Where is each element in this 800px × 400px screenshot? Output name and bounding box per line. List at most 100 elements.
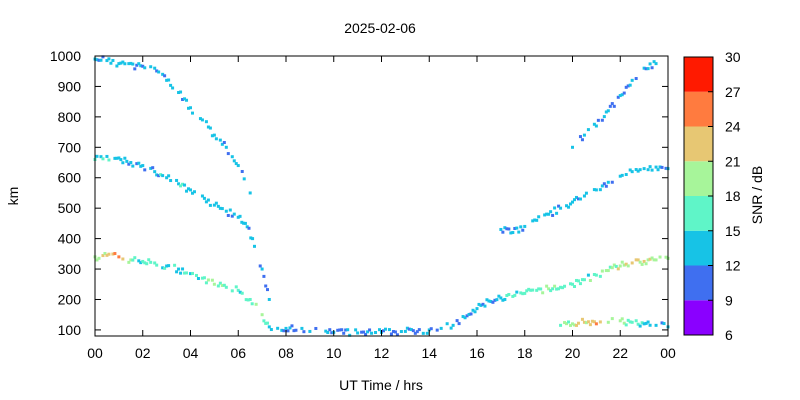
data-point xyxy=(616,267,620,271)
data-point xyxy=(608,265,612,269)
data-point xyxy=(202,196,206,200)
data-point xyxy=(515,290,519,294)
data-point xyxy=(503,226,507,230)
data-point xyxy=(216,204,220,208)
data-point xyxy=(234,285,238,289)
data-point xyxy=(481,302,485,306)
data-point xyxy=(264,321,268,325)
data-point xyxy=(99,155,103,159)
data-point xyxy=(137,161,141,165)
data-point xyxy=(565,322,569,326)
data-point xyxy=(190,191,194,195)
data-point xyxy=(648,323,652,327)
data-point xyxy=(405,326,409,330)
y-tick-label: 200 xyxy=(58,291,82,307)
data-point xyxy=(218,206,222,210)
data-point xyxy=(175,178,179,182)
data-point xyxy=(236,288,240,292)
data-point xyxy=(294,328,298,332)
data-point xyxy=(517,230,521,234)
data-point xyxy=(314,326,318,330)
data-point xyxy=(107,158,111,162)
data-point xyxy=(646,258,650,262)
data-point xyxy=(344,328,348,332)
data-point xyxy=(238,290,242,294)
data-point xyxy=(210,134,214,138)
data-point xyxy=(210,278,214,282)
data-point xyxy=(628,83,632,87)
data-point xyxy=(569,323,573,327)
data-point xyxy=(501,298,505,302)
data-point xyxy=(610,317,614,321)
data-point xyxy=(250,302,254,306)
data-point xyxy=(143,261,147,265)
y-tick-label: 700 xyxy=(58,139,82,155)
data-point xyxy=(155,69,159,73)
plot-background xyxy=(95,56,668,336)
data-point xyxy=(553,206,557,210)
data-point xyxy=(123,156,127,160)
data-point xyxy=(610,266,614,270)
data-point xyxy=(501,230,505,234)
data-point xyxy=(644,67,648,71)
data-point xyxy=(141,259,145,263)
data-point xyxy=(232,159,236,163)
data-point xyxy=(123,62,127,66)
data-point xyxy=(636,322,640,326)
data-point xyxy=(220,207,224,211)
data-point xyxy=(574,323,578,327)
data-point xyxy=(445,322,449,326)
data-point xyxy=(383,327,387,331)
data-point xyxy=(346,328,350,332)
data-point xyxy=(640,321,644,325)
data-point xyxy=(563,321,567,325)
data-point xyxy=(200,194,204,198)
y-tick-label: 800 xyxy=(58,109,82,125)
data-point xyxy=(129,61,133,65)
data-point xyxy=(576,321,580,325)
data-point xyxy=(652,60,656,64)
y-tick-label: 400 xyxy=(58,231,82,247)
data-point xyxy=(545,212,549,216)
data-point xyxy=(107,252,111,256)
data-point xyxy=(260,313,264,317)
data-point xyxy=(571,322,574,326)
data-point xyxy=(236,215,240,219)
data-point xyxy=(99,58,103,62)
y-tick-label: 900 xyxy=(58,78,82,94)
data-point xyxy=(569,282,573,286)
data-point xyxy=(563,284,567,288)
data-points xyxy=(93,55,670,337)
colorbar-tick-label: 6 xyxy=(725,327,733,343)
data-point xyxy=(119,61,123,65)
data-point xyxy=(290,324,294,328)
data-point xyxy=(594,273,598,277)
data-point xyxy=(153,170,157,174)
x-tick-label: 18 xyxy=(517,345,533,361)
data-point xyxy=(411,329,415,333)
data-point xyxy=(604,110,608,114)
data-point xyxy=(569,202,573,206)
data-point xyxy=(157,70,161,74)
colorbar-tick-label: 24 xyxy=(725,119,741,135)
data-point xyxy=(654,165,658,169)
data-point xyxy=(650,168,654,172)
data-point xyxy=(101,254,105,258)
x-tick-label: 22 xyxy=(612,345,628,361)
data-point xyxy=(644,262,648,266)
data-point xyxy=(610,180,614,184)
data-point xyxy=(634,168,638,172)
data-point xyxy=(222,141,226,145)
data-point xyxy=(167,78,171,82)
data-point xyxy=(634,77,638,81)
data-point xyxy=(465,314,469,318)
data-point xyxy=(330,331,334,335)
data-point xyxy=(545,284,549,288)
data-point xyxy=(276,326,280,330)
data-point xyxy=(249,236,253,240)
data-point xyxy=(300,326,304,330)
data-point xyxy=(286,329,290,333)
data-point xyxy=(409,328,413,332)
data-point xyxy=(242,221,246,225)
